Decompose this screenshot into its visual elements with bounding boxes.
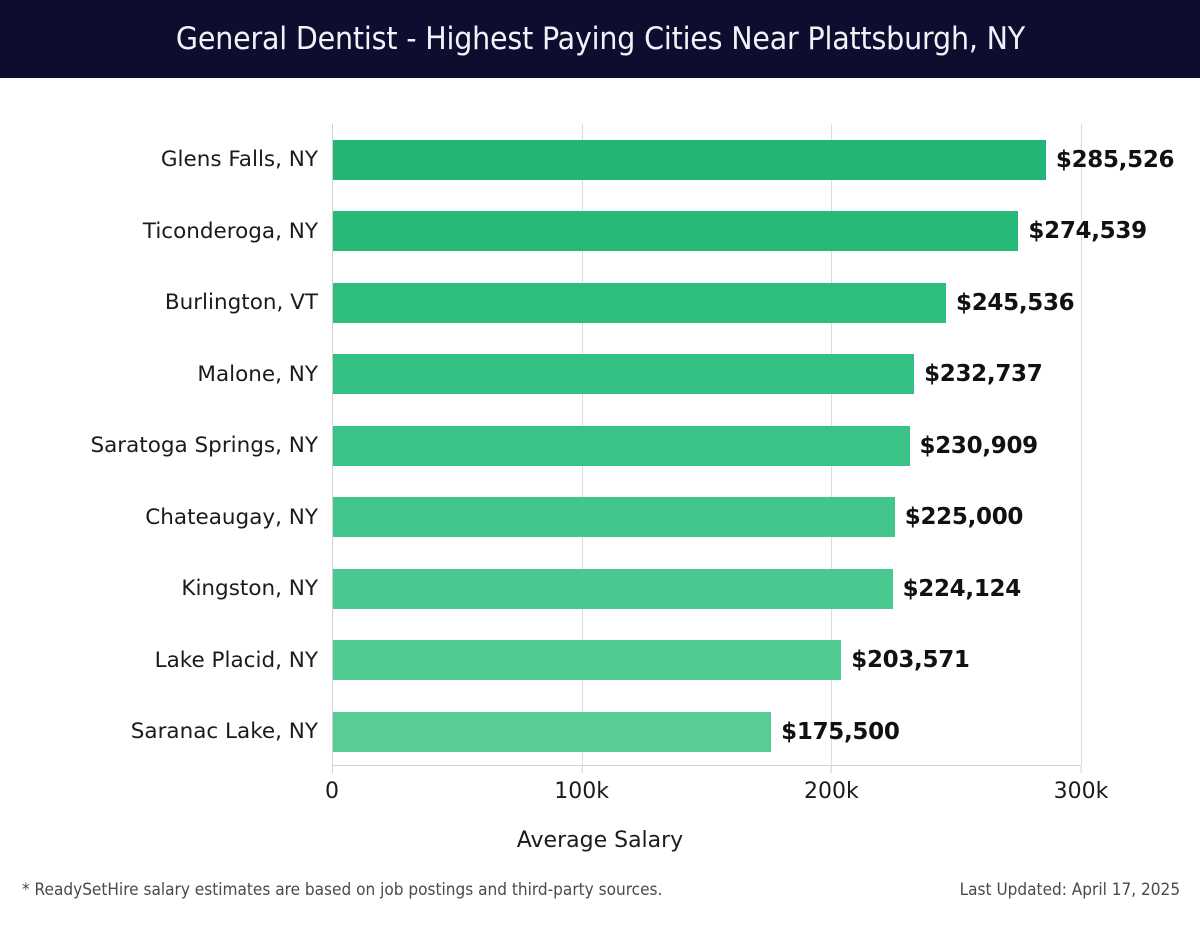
category-label: Glens Falls, NY	[160, 147, 318, 173]
x-axis-title: Average Salary	[516, 828, 684, 853]
bar-value-label: $203,571	[851, 647, 970, 673]
bar-value-label: $224,124	[902, 575, 1022, 602]
category-label: Kingston, NY	[181, 576, 318, 602]
category-label: Chateaugay, NY	[145, 504, 318, 530]
x-tick-label: 200k	[803, 779, 859, 804]
bar-value-label: $232,737	[924, 361, 1043, 387]
chart-bar-row: Ticonderoga, NY $274,539	[0, 196, 1200, 268]
chart-footer: * ReadySetHire salary estimates are base…	[0, 880, 1200, 940]
chart-bar-row: Saratoga Springs, NY $230,909	[0, 410, 1200, 482]
chart-bar-row: Saranac Lake, NY $175,500	[0, 696, 1200, 768]
x-axis-ticks: 0 100k 200k 300k	[0, 766, 1200, 806]
bar[interactable]	[333, 497, 895, 537]
category-label: Lake Placid, NY	[154, 647, 318, 673]
tick-mark-icon	[1080, 766, 1082, 773]
x-tick-0: 0	[325, 766, 339, 804]
category-label: Saranac Lake, NY	[130, 719, 318, 745]
chart-bar-row: Burlington, VT $245,536	[0, 267, 1200, 339]
chart-bar-row: Glens Falls, NY $285,526	[0, 124, 1200, 196]
tick-mark-icon	[331, 766, 333, 773]
chart-bar-row: Kingston, NY $224,124	[0, 553, 1200, 625]
bar[interactable]	[333, 282, 947, 323]
bar[interactable]	[333, 211, 1019, 251]
tick-mark-icon	[830, 766, 832, 773]
bar[interactable]	[333, 425, 910, 466]
chart-bar-rows: Glens Falls, NY $285,526 Ticonderoga, NY $2…	[0, 124, 1200, 765]
category-label: Saratoga Springs, NY	[90, 433, 318, 459]
x-tick-200k: 200k	[804, 766, 859, 804]
bar[interactable]	[333, 354, 915, 394]
x-tick-100k: 100k	[554, 766, 609, 804]
bar[interactable]	[333, 711, 772, 752]
bar[interactable]	[333, 139, 1046, 180]
x-axis-line	[332, 765, 1081, 766]
category-label: Malone, NY	[197, 361, 318, 387]
x-tick-label: 300k	[1053, 779, 1109, 804]
chart-plot-area: Glens Falls, NY $285,526 Ticonderoga, NY $2…	[0, 78, 1200, 865]
chart-bar-row: Malone, NY $232,737	[0, 339, 1200, 411]
category-label: Burlington, VT	[164, 290, 318, 316]
bar-value-label: $175,500	[781, 718, 900, 745]
bar-value-label: $230,909	[919, 432, 1039, 459]
bar-value-label: $285,526	[1055, 146, 1175, 173]
gridline-0	[332, 124, 333, 765]
tick-mark-icon	[581, 766, 583, 773]
footer-last-updated: Last Updated: April 17, 2025	[959, 880, 1180, 899]
x-tick-label: 100k	[554, 779, 610, 804]
gridline-300k	[1081, 124, 1082, 765]
page-title: General Dentist - Highest Paying Cities …	[175, 21, 1025, 57]
x-tick-label: 0	[325, 779, 339, 804]
bar[interactable]	[333, 640, 842, 680]
bar-value-label: $245,536	[956, 289, 1075, 316]
chart-bar-row: Lake Placid, NY $203,571	[0, 625, 1200, 697]
bar-value-label: $225,000	[904, 504, 1024, 530]
category-label: Ticonderoga, NY	[142, 218, 318, 244]
footer-disclaimer: * ReadySetHire salary estimates are base…	[22, 880, 663, 899]
bar-value-label: $274,539	[1028, 218, 1147, 244]
bar[interactable]	[333, 568, 893, 609]
chart-header: General Dentist - Highest Paying Cities …	[0, 0, 1200, 78]
x-tick-300k: 300k	[1053, 766, 1109, 804]
chart-bar-row: Chateaugay, NY $225,000	[0, 482, 1200, 554]
